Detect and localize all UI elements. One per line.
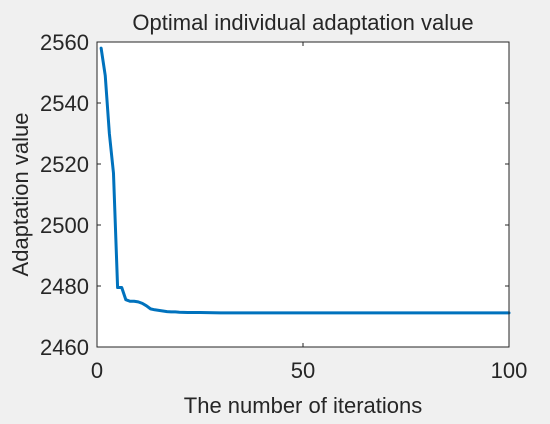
- y-tick-label: 2520: [40, 152, 89, 177]
- x-tick-label: 0: [91, 358, 103, 383]
- y-tick-label: 2500: [40, 213, 89, 238]
- y-tick-label: 2560: [40, 30, 89, 55]
- chart-title: Optimal individual adaptation value: [132, 10, 473, 35]
- plot-area: [97, 42, 509, 347]
- x-tick-label: 100: [491, 358, 528, 383]
- x-axis-label: The number of iterations: [184, 393, 422, 418]
- y-tick-label: 2460: [40, 335, 89, 360]
- series-line: [99, 46, 511, 315]
- y-tick-label: 2540: [40, 91, 89, 116]
- series-layer: [99, 46, 511, 315]
- tick-layer: 0 50 100 2460 2480 2500 2520 2540 2560: [40, 30, 527, 383]
- x-tick-label: 50: [291, 358, 315, 383]
- y-axis-label: Adaptation value: [8, 113, 33, 277]
- y-tick-label: 2480: [40, 274, 89, 299]
